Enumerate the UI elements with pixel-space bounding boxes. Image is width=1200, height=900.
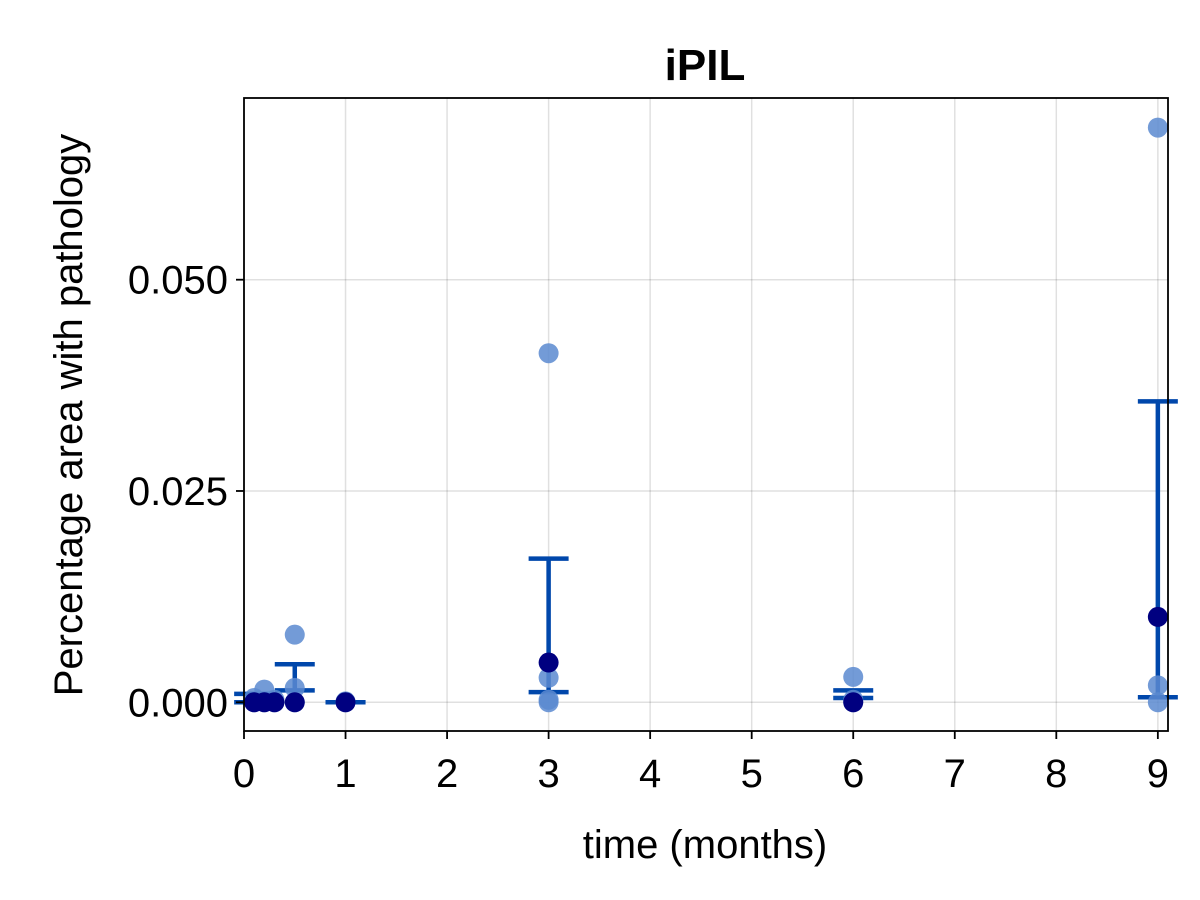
data-point: [538, 667, 559, 688]
median-point: [284, 692, 305, 713]
chart-title: iPIL: [665, 41, 746, 90]
y-tick-label: 0.050: [128, 259, 228, 303]
median-point: [538, 652, 559, 673]
y-axis: 0.000 0.025 0.050: [128, 259, 244, 725]
x-tick-label: 8: [1045, 752, 1067, 796]
data-point: [538, 689, 559, 710]
x-tick-label: 5: [741, 752, 763, 796]
x-tick-label: 1: [334, 752, 356, 796]
data-point: [843, 666, 864, 687]
data-point: [284, 624, 305, 645]
median-point: [264, 692, 285, 713]
data-points: [244, 117, 1168, 713]
x-tick-label: 9: [1147, 752, 1169, 796]
x-tick-label: 2: [436, 752, 458, 796]
x-axis-label: time (months): [583, 823, 828, 867]
data-point: [1147, 692, 1168, 713]
x-tick-label: 0: [233, 752, 255, 796]
median-point: [335, 692, 356, 713]
x-tick-label: 4: [639, 752, 661, 796]
y-tick-label: 0.025: [128, 470, 228, 514]
data-point: [284, 677, 305, 698]
grid: [243, 98, 1168, 731]
data-point: [1147, 675, 1168, 696]
median-point: [1147, 606, 1168, 627]
data-point: [538, 343, 559, 364]
x-axis: 0 1 2 3 4 5 6 7 8 9: [233, 731, 1169, 796]
plot-frame: [243, 97, 1169, 732]
error-bars: [234, 399, 1178, 705]
y-axis-label: Percentage area with pathology: [47, 134, 91, 697]
x-tick-label: 6: [842, 752, 864, 796]
x-tick-label: 3: [537, 752, 559, 796]
data-point: [1147, 117, 1168, 138]
y-tick-label: 0.000: [128, 681, 228, 725]
median-point: [843, 692, 864, 713]
x-tick-label: 7: [944, 752, 966, 796]
